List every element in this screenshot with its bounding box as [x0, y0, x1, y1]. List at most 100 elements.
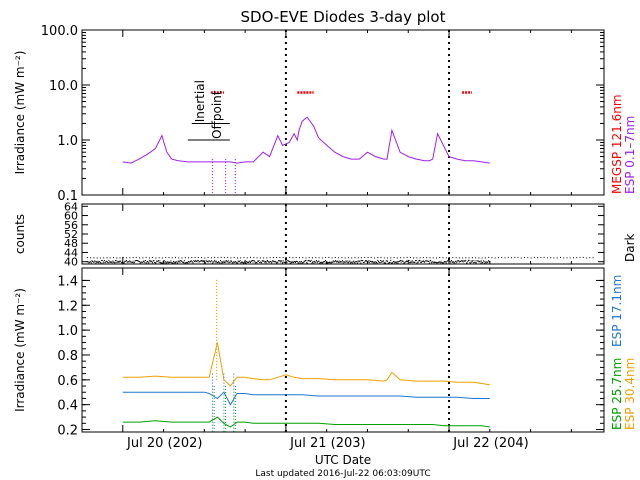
- dark-point: [215, 262, 217, 264]
- dark-point: [429, 257, 431, 259]
- dark-point: [367, 257, 369, 258]
- dark-point: [341, 261, 343, 263]
- dark-point: [250, 262, 251, 263]
- dark-point: [283, 261, 285, 263]
- dark-point: [424, 260, 426, 262]
- dark-point: [386, 260, 388, 262]
- y-tick-label: 100.0: [41, 24, 78, 39]
- dark-point: [326, 261, 328, 263]
- dark-point: [283, 261, 285, 263]
- dark-point: [244, 260, 246, 262]
- dark-point: [266, 257, 268, 259]
- dark-point: [441, 262, 443, 264]
- dark-point: [272, 257, 274, 258]
- dark-point: [115, 260, 116, 262]
- dark-point: [424, 261, 426, 263]
- dark-point: [394, 261, 396, 263]
- dark-point: [478, 257, 480, 259]
- dark-point: [370, 256, 372, 258]
- dark-point: [280, 261, 281, 263]
- dark-point: [111, 262, 113, 264]
- dark-point: [443, 261, 445, 262]
- dark-point: [440, 260, 442, 262]
- dark-point: [103, 261, 105, 263]
- dark-point: [156, 260, 158, 262]
- dark-point: [439, 261, 441, 263]
- dark-point: [345, 260, 347, 262]
- dark-point: [396, 261, 398, 263]
- dark-point: [126, 261, 128, 263]
- dark-point: [402, 260, 404, 262]
- dark-point: [252, 260, 253, 261]
- dark-point: [252, 261, 254, 263]
- dark-point: [154, 262, 156, 264]
- dark-point: [421, 260, 423, 262]
- dark-point: [161, 257, 163, 259]
- dark-point: [269, 257, 271, 259]
- dark-point: [371, 261, 373, 263]
- dark-point: [278, 260, 280, 262]
- dark-point: [120, 262, 122, 264]
- dark-point: [210, 260, 212, 262]
- dark-point: [389, 262, 390, 264]
- dark-point: [246, 261, 248, 263]
- dark-point: [169, 262, 171, 263]
- dark-point: [266, 260, 268, 262]
- dark-point: [373, 261, 375, 263]
- dark-point: [392, 261, 394, 262]
- dark-point: [347, 257, 349, 259]
- dark-point: [145, 256, 147, 258]
- dark-point: [205, 262, 206, 264]
- dark-point: [364, 260, 366, 262]
- dark-point: [322, 261, 324, 263]
- dark-point: [488, 256, 490, 258]
- dark-point: [303, 261, 305, 263]
- dark-point: [377, 260, 379, 262]
- dark-point: [180, 260, 182, 261]
- dark-point: [225, 261, 227, 263]
- dark-point: [263, 257, 265, 259]
- dark-point: [336, 260, 338, 262]
- dark-point: [451, 260, 452, 262]
- dark-point: [288, 260, 290, 262]
- dark-point: [302, 261, 304, 263]
- dark-point: [273, 261, 275, 263]
- dark-point: [345, 260, 347, 262]
- dark-point: [483, 260, 485, 262]
- dark-point: [139, 262, 141, 264]
- dark-point: [383, 260, 385, 262]
- legend-entry: ESP 25.7nm: [610, 358, 624, 430]
- dark-point: [323, 261, 325, 263]
- dark-point: [282, 260, 284, 262]
- dark-point: [89, 261, 91, 263]
- dark-point: [487, 261, 489, 263]
- dark-point: [90, 257, 92, 259]
- dark-point: [314, 260, 315, 262]
- dark-point: [380, 262, 382, 263]
- dark-point: [372, 262, 374, 264]
- dark-point: [367, 261, 369, 263]
- dark-point: [488, 261, 490, 263]
- dark-point: [168, 261, 170, 263]
- dark-point: [357, 257, 359, 259]
- dark-point: [442, 257, 444, 259]
- dark-point: [482, 262, 484, 264]
- dark-point: [152, 257, 154, 258]
- dark-point: [520, 257, 522, 259]
- dark-point: [452, 257, 454, 259]
- dark-point: [181, 257, 183, 259]
- dark-point: [139, 261, 141, 263]
- dark-point: [222, 262, 224, 264]
- dark-point: [321, 257, 323, 259]
- dark-point: [196, 261, 198, 263]
- dark-point: [218, 261, 219, 263]
- dark-point: [340, 261, 342, 263]
- dark-point: [449, 261, 450, 263]
- dark-point: [245, 262, 247, 264]
- dark-point: [417, 261, 419, 263]
- dark-point: [216, 262, 218, 264]
- dark-point: [466, 262, 467, 264]
- dark-point: [201, 260, 203, 262]
- dark-point: [454, 260, 456, 262]
